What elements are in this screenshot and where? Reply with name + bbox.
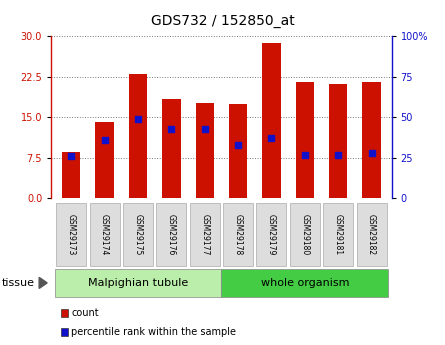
Bar <box>95 122 114 198</box>
Point <box>235 142 242 148</box>
Point <box>301 152 308 157</box>
Bar <box>195 103 214 198</box>
Text: GSM29174: GSM29174 <box>100 214 109 255</box>
Text: whole organism: whole organism <box>261 278 349 288</box>
Point <box>268 136 275 141</box>
Bar <box>362 82 381 198</box>
Bar <box>129 74 147 198</box>
Text: GDS732 / 152850_at: GDS732 / 152850_at <box>150 13 295 28</box>
Bar <box>229 104 247 198</box>
Point <box>335 152 342 157</box>
Bar <box>61 328 68 336</box>
Text: GSM29176: GSM29176 <box>167 214 176 255</box>
Bar <box>323 203 353 266</box>
Bar <box>55 269 222 297</box>
Text: GSM29175: GSM29175 <box>134 214 142 255</box>
Bar <box>295 82 314 198</box>
Point <box>168 126 175 131</box>
Text: GSM29179: GSM29179 <box>267 214 276 255</box>
Bar <box>156 203 186 266</box>
Point <box>101 137 108 143</box>
Bar <box>256 203 287 266</box>
Point <box>68 154 75 159</box>
Bar <box>223 203 253 266</box>
Bar <box>123 203 153 266</box>
Text: tissue: tissue <box>2 278 35 288</box>
Bar <box>89 203 120 266</box>
Bar <box>62 152 81 198</box>
Text: GSM29173: GSM29173 <box>67 214 76 255</box>
Text: GSM29177: GSM29177 <box>200 214 209 255</box>
Point <box>201 126 208 131</box>
FancyArrow shape <box>39 277 47 288</box>
Bar <box>190 203 220 266</box>
Text: count: count <box>71 308 99 318</box>
Text: percentile rank within the sample: percentile rank within the sample <box>71 327 236 337</box>
Bar <box>56 203 86 266</box>
Point <box>134 116 142 122</box>
Text: GSM29178: GSM29178 <box>234 214 243 255</box>
Bar <box>61 309 68 317</box>
Text: GSM29180: GSM29180 <box>300 214 309 255</box>
Text: Malpighian tubule: Malpighian tubule <box>88 278 188 288</box>
Bar <box>290 203 320 266</box>
Bar <box>262 43 281 198</box>
Text: GSM29182: GSM29182 <box>367 214 376 255</box>
Point <box>368 150 375 156</box>
Bar <box>329 84 348 198</box>
Bar <box>222 269 388 297</box>
Text: GSM29181: GSM29181 <box>334 214 343 255</box>
Bar <box>356 203 387 266</box>
Bar <box>162 99 181 198</box>
